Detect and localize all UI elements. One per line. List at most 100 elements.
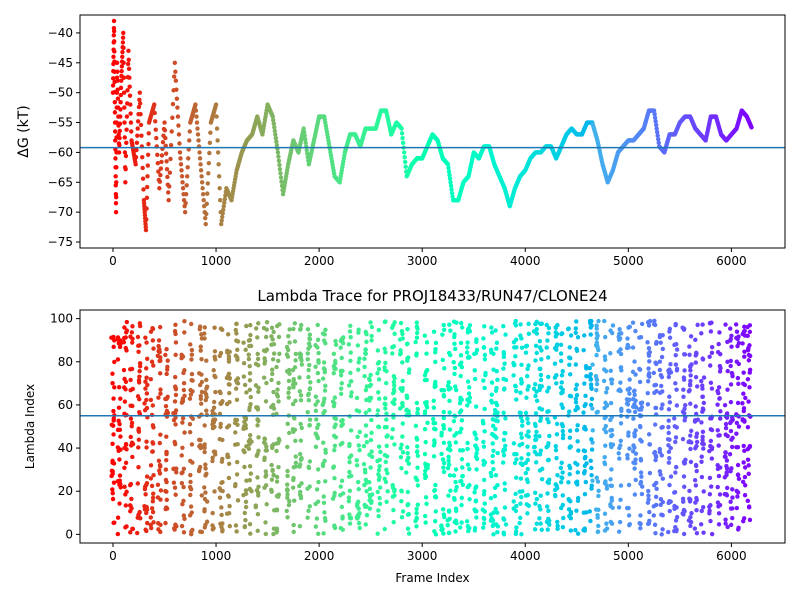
- lambda-point: [151, 363, 156, 368]
- lambda-point: [413, 339, 418, 345]
- lambda-point: [227, 390, 232, 396]
- lambda-point: [149, 506, 155, 511]
- lambda-point: [364, 439, 370, 445]
- delta-g-point: [137, 90, 142, 95]
- delta-g-point: [152, 102, 157, 107]
- lambda-point: [382, 452, 388, 458]
- lambda-point: [424, 403, 429, 408]
- lambda-point: [404, 470, 409, 475]
- lambda-point: [173, 492, 178, 497]
- lambda-point: [700, 357, 706, 362]
- lambda-point: [400, 421, 405, 426]
- lambda-point: [546, 480, 552, 486]
- lambda-point: [424, 340, 430, 345]
- lambda-point: [625, 336, 630, 341]
- lambda-point: [533, 358, 538, 363]
- lambda-point: [674, 387, 679, 392]
- lambda-point: [568, 333, 574, 338]
- lambda-point: [575, 462, 580, 467]
- lambda-point: [136, 343, 141, 349]
- lambda-point: [667, 482, 672, 488]
- lambda-point: [618, 380, 623, 385]
- lambda-point: [447, 516, 452, 522]
- lambda-point: [307, 344, 313, 349]
- lambda-point: [128, 416, 134, 421]
- lambda-point: [442, 366, 447, 371]
- lambda-point: [559, 460, 564, 466]
- delta-g-point: [138, 122, 144, 128]
- delta-g-point: [222, 200, 227, 205]
- lambda-point: [321, 440, 326, 445]
- lambda-point: [717, 492, 723, 497]
- lambda-point: [375, 489, 380, 495]
- lambda-point: [653, 530, 658, 536]
- lambda-point: [524, 502, 529, 507]
- lambda-point: [603, 334, 608, 340]
- lambda-point: [210, 523, 215, 528]
- lambda-point: [707, 448, 712, 454]
- lambda-point: [203, 466, 208, 471]
- delta-g-point: [153, 127, 158, 132]
- lambda-point: [730, 506, 735, 511]
- lambda-point: [459, 495, 465, 501]
- lambda-point: [453, 384, 458, 389]
- x-tick-label: 4000: [510, 254, 541, 268]
- lambda-point: [375, 408, 381, 413]
- lambda-point: [574, 319, 579, 324]
- lambda-point: [225, 350, 230, 355]
- lambda-point: [148, 397, 154, 403]
- lambda-point: [414, 330, 420, 336]
- lambda-point: [246, 446, 252, 452]
- lambda-point: [583, 479, 589, 485]
- lambda-point: [709, 386, 715, 391]
- lambda-point: [276, 334, 282, 340]
- delta-g-point: [195, 132, 201, 137]
- lambda-point: [501, 532, 507, 537]
- lambda-point: [263, 399, 269, 404]
- lambda-point: [618, 347, 623, 352]
- lambda-point: [150, 449, 155, 454]
- lambda-point: [666, 418, 671, 423]
- lambda-point: [424, 377, 429, 383]
- lambda-point: [181, 466, 187, 471]
- lambda-point: [481, 521, 487, 526]
- lambda-point: [446, 380, 451, 385]
- delta-g-point: [206, 171, 211, 176]
- lambda-point: [513, 354, 518, 359]
- lambda-point: [573, 396, 579, 401]
- lambda-point: [625, 456, 630, 461]
- delta-g-point: [111, 18, 117, 24]
- delta-g-point: [112, 39, 117, 44]
- lambda-point: [248, 394, 254, 400]
- lambda-point: [392, 397, 397, 402]
- lambda-point: [368, 437, 374, 443]
- lambda-point: [242, 464, 247, 470]
- lambda-point: [728, 522, 734, 528]
- lambda-point: [286, 390, 291, 395]
- lambda-point: [459, 502, 464, 508]
- lambda-point: [553, 447, 559, 453]
- lambda-point: [660, 346, 666, 352]
- lambda-point: [567, 465, 573, 471]
- lambda-point: [368, 320, 373, 325]
- lambda-point: [646, 493, 651, 498]
- delta-g-point: [129, 129, 134, 134]
- lambda-point: [356, 443, 362, 448]
- lambda-point: [297, 464, 302, 469]
- delta-g-point: [302, 133, 307, 138]
- lambda-point: [526, 420, 531, 426]
- lambda-point: [501, 366, 506, 371]
- lambda-point: [117, 421, 122, 427]
- delta-g-y-axis-label: ΔG (kT): [16, 105, 32, 157]
- lambda-point: [452, 519, 457, 525]
- lambda-point: [700, 434, 705, 440]
- lambda-point: [610, 505, 615, 511]
- lambda-point: [313, 343, 318, 348]
- lambda-point: [274, 411, 279, 417]
- lambda-point: [270, 402, 276, 408]
- lambda-point: [285, 468, 290, 474]
- lambda-point: [346, 495, 352, 500]
- lambda-point: [716, 522, 722, 527]
- lambda-point: [247, 432, 253, 438]
- lambda-point: [604, 386, 610, 391]
